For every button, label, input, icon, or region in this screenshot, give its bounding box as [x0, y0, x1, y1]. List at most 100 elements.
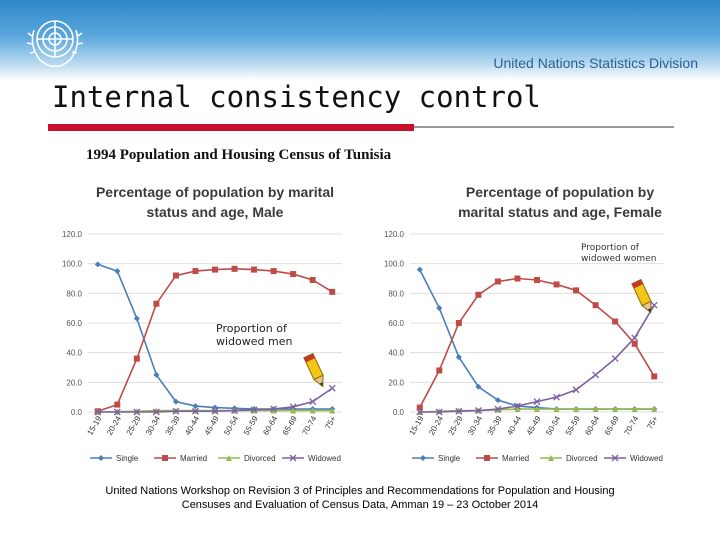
male-widowed-point — [270, 405, 278, 413]
male-x-tick-label: 55-59 — [242, 414, 260, 437]
male-marital-status-chart: 120.0 100.0 80.0 60.0 40.0 20.0 0.015-19 20-24 2… — [62, 230, 342, 463]
male-married-point — [192, 268, 199, 275]
female-single-point — [494, 397, 501, 404]
male-x-tick-label: 30-34 — [144, 414, 162, 437]
female-married-point — [592, 302, 599, 309]
female-widowed-point — [650, 301, 658, 309]
pencil-pointer-icon — [631, 278, 652, 314]
legend-widowed-label: Widowed — [308, 454, 341, 463]
female-divorced-point — [651, 406, 658, 413]
female-married-point — [553, 281, 560, 288]
female-y-tick-label: 100.0 — [384, 260, 405, 269]
female-divorced-point — [534, 406, 540, 413]
pencil-pointer-icon — [303, 352, 324, 388]
male-married-point — [212, 266, 218, 273]
female-married-point — [631, 340, 638, 347]
female-marital-status-chart: 120.0 100.0 80.0 60.0 40.0 20.0 0.015-19 20-24 2… — [384, 230, 664, 463]
male-widowed-point — [172, 407, 180, 415]
female-y-tick-label: 40.0 — [388, 349, 404, 358]
legend-single-marker — [98, 455, 104, 461]
male-married-point — [309, 276, 316, 283]
male-married-line — [97, 268, 333, 413]
female-y-tick-label: 0.0 — [393, 408, 405, 417]
legend-married-marker — [484, 455, 490, 461]
male-widowed-point — [211, 407, 219, 415]
female-x-tick-label: 55-59 — [564, 414, 582, 437]
legend-divorced-label: Divorced — [244, 454, 276, 463]
slide-subtitle: 1994 Population and Housing Census of Tu… — [86, 147, 392, 163]
male-x-tick-label: 15-19 — [85, 414, 103, 437]
male-married-point — [329, 288, 336, 295]
male-single-point — [94, 261, 101, 268]
male-married-point — [270, 268, 277, 275]
female-married-point — [651, 373, 658, 380]
female-married-point — [455, 320, 462, 326]
female-divorced-point — [573, 406, 580, 413]
female-widowed-point — [553, 393, 560, 401]
female-divorced-point — [553, 406, 560, 413]
female-divorced-point — [631, 406, 638, 413]
male-x-tick-label: 25-29 — [125, 414, 143, 437]
male-single-point — [114, 268, 121, 275]
legend-widowed-marker — [289, 454, 297, 462]
female-x-tick-label: 25-29 — [447, 414, 465, 437]
male-single-point — [153, 371, 160, 378]
legend-single-label: Single — [116, 454, 139, 463]
male-widowed-point — [309, 398, 317, 406]
male-widowed-point — [113, 408, 121, 416]
female-x-tick-label: 65-69 — [603, 414, 621, 437]
widowed-men-annotation: Proportion of widowed men — [216, 322, 293, 348]
female-widowed-point — [474, 407, 482, 414]
female-married-point — [416, 404, 423, 411]
female-widowed-line — [419, 304, 655, 413]
legend-divorced-marker — [226, 455, 232, 461]
male-single-line — [97, 263, 333, 410]
male-married-point — [114, 401, 121, 408]
female-married-point — [494, 278, 501, 285]
male-married-point — [231, 265, 238, 272]
female-widowed-point — [611, 355, 619, 363]
male-y-tick-label: 60.0 — [66, 319, 82, 328]
legend-single-label: Single — [438, 454, 461, 463]
female-x-tick-label: 30-34 — [466, 414, 484, 437]
male-divorced-point — [329, 407, 336, 414]
female-x-tick-label: 45-49 — [525, 414, 543, 437]
female-x-tick-label: 50-54 — [544, 414, 562, 437]
female-single-point — [416, 266, 423, 273]
female-chart-title: Percentage of population by marital stat… — [420, 182, 700, 222]
female-y-tick-label: 120.0 — [384, 230, 405, 239]
male-single-point — [172, 398, 179, 405]
male-married-point — [172, 272, 179, 279]
male-y-tick-label: 0.0 — [71, 408, 83, 417]
female-x-tick-label: 75+ — [645, 414, 660, 431]
male-y-tick-label: 100.0 — [62, 260, 83, 269]
footer-line-2: Censuses and Evaluation of Census Data, … — [181, 499, 539, 511]
legend-married-label: Married — [180, 454, 207, 463]
male-x-tick-label: 50-54 — [222, 414, 240, 437]
male-x-tick-label: 70-74 — [300, 414, 318, 437]
male-married-point — [290, 271, 297, 278]
male-x-tick-label: 65-69 — [281, 414, 299, 437]
male-divorced-point — [270, 407, 277, 414]
male-chart-title-line2: status and age, Male — [146, 204, 284, 220]
female-married-point — [573, 287, 580, 294]
male-chart-title: Percentage of population by marital stat… — [70, 182, 360, 222]
legend-married-marker — [162, 455, 168, 461]
female-married-point — [534, 276, 540, 283]
male-x-tick-label: 35-39 — [164, 414, 182, 437]
male-x-tick-label: 40-44 — [183, 414, 201, 437]
male-widowed-point — [328, 384, 336, 392]
female-divorced-point — [514, 406, 521, 413]
female-widowed-point — [572, 386, 580, 394]
footer-line-1: United Nations Workshop on Revision 3 of… — [105, 485, 615, 497]
female-married-line — [419, 277, 655, 408]
male-y-tick-label: 40.0 — [66, 349, 82, 358]
female-widowed-point — [435, 408, 443, 416]
female-divorced-point — [592, 406, 599, 413]
male-single-point — [133, 315, 140, 322]
female-widowed-point — [416, 408, 424, 416]
female-widowed-point — [494, 405, 502, 413]
male-married-point — [153, 300, 160, 307]
male-widowed-point — [152, 408, 160, 416]
female-single-point — [436, 305, 443, 312]
